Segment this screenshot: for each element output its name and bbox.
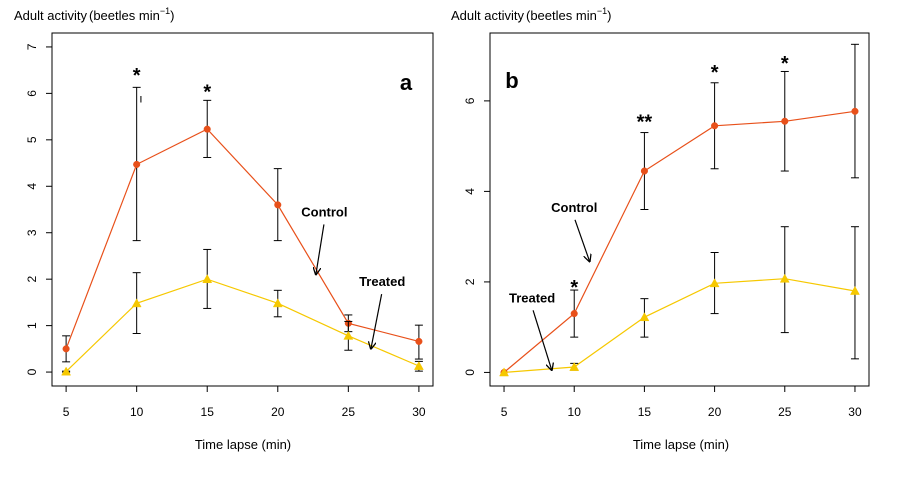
- treated-point: [131, 298, 142, 308]
- y-tick-label: 3: [25, 229, 39, 236]
- treated-point: [499, 367, 509, 377]
- treated-series-line: [503, 278, 856, 373]
- x-tick-label: 15: [201, 405, 215, 419]
- control-series-line: [65, 128, 420, 350]
- panel-b-plot-frame: [489, 32, 870, 387]
- control-point: [640, 167, 648, 175]
- y-tick-label: 0: [463, 369, 477, 376]
- x-tick-label: 10: [130, 405, 144, 419]
- significance-marker: *: [570, 277, 578, 299]
- control-point: [133, 160, 141, 168]
- y-tick-label: 2: [25, 276, 39, 283]
- annotation-arrow: [316, 224, 325, 274]
- x-tick-label: 20: [708, 405, 722, 419]
- control-point: [711, 122, 719, 130]
- annotation-label: Control: [301, 204, 347, 219]
- control-point: [62, 345, 70, 353]
- y-tick-label: 4: [25, 183, 39, 190]
- panel-a: Adult activity (beetles min−1) 5 10 15 20 25 3…: [14, 6, 434, 452]
- control-series-line: [503, 110, 856, 373]
- y-tick-label: 4: [463, 188, 477, 195]
- x-tick-label: 20: [271, 405, 285, 419]
- annotation-label: Control: [551, 200, 597, 215]
- x-tick-label: 5: [63, 405, 70, 419]
- treated-point: [709, 278, 720, 288]
- annotation-arrow: [371, 294, 383, 349]
- x-tick-label: 30: [412, 405, 426, 419]
- annotation-label: Treated: [509, 290, 555, 305]
- stray-mark: ı: [139, 92, 142, 106]
- treated-point: [272, 298, 283, 308]
- panel-b-xlabel: Time lapse (min): [633, 437, 729, 452]
- panel-a-ylabel-unit-exponent: −1: [160, 6, 170, 16]
- significance-marker: **: [637, 112, 653, 134]
- annotation-arrow: [532, 310, 552, 370]
- treated-point: [569, 361, 580, 371]
- panel-a-letter: a: [400, 70, 413, 95]
- control-point: [415, 337, 423, 345]
- panel-b-ylabel-unit-exponent: −1: [597, 6, 607, 16]
- panel-b-ticks: 5 10 15 20 25 30 0 2 4 6: [463, 97, 862, 419]
- y-tick-label: 6: [25, 90, 39, 97]
- significance-marker: *: [711, 62, 719, 84]
- treated-point: [413, 361, 424, 370]
- y-tick-label: 6: [463, 97, 477, 104]
- x-tick-label: 5: [501, 405, 508, 419]
- treated-point: [639, 312, 650, 322]
- panel-a-ylabel-close-paren: ): [170, 8, 174, 23]
- panel-a-ticks: 5 10 15 20 25 30 0 1 2 3 4 5 6 7: [25, 43, 426, 419]
- panel-a-ylabel-unit: beetles min: [93, 8, 159, 23]
- annotation-label: Treated: [359, 274, 405, 289]
- panel-a-xlabel: Time lapse (min): [195, 437, 291, 452]
- treated-point: [850, 285, 860, 295]
- x-tick-label: 25: [778, 405, 792, 419]
- x-tick-label: 25: [342, 405, 356, 419]
- significance-marker: *: [133, 65, 141, 87]
- panel-a-ylabel: Adult activity (beetles min−1): [14, 6, 174, 23]
- panel-b-ylabel-close-paren: ): [607, 8, 611, 23]
- significance-marker: *: [203, 81, 211, 103]
- y-tick-label: 1: [25, 322, 39, 329]
- panel-a-plot-area: * * Control Treated ı: [61, 65, 424, 376]
- panel-b-ylabel-open-paren: (: [526, 8, 531, 23]
- control-point: [570, 310, 578, 318]
- treated-series-line: [65, 278, 420, 373]
- control-point: [274, 201, 282, 209]
- panel-b-ylabel-unit: beetles min: [530, 8, 596, 23]
- control-point: [781, 117, 789, 125]
- panel-a-plot-frame: [51, 32, 434, 387]
- y-tick-label: 2: [463, 278, 477, 285]
- treated-point: [779, 273, 790, 283]
- control-point: [851, 107, 859, 115]
- panel-a-ylabel-open-paren: (: [89, 8, 94, 23]
- panel-b-letter: b: [505, 68, 518, 93]
- treated-point: [343, 330, 354, 340]
- x-tick-label: 10: [568, 405, 582, 419]
- annotation-arrow: [574, 219, 590, 262]
- y-tick-label: 7: [25, 43, 39, 50]
- treated-point: [61, 366, 72, 376]
- treated-point: [202, 274, 213, 284]
- y-tick-label: 5: [25, 136, 39, 143]
- x-tick-label: 15: [638, 405, 652, 419]
- panel-b-ylabel: Adult activity (beetles min−1): [451, 6, 611, 23]
- panel-a-ylabel-text: Adult activity: [14, 8, 87, 23]
- panel-b: Adult activity (beetles min−1) 5 10 15 20 25 3…: [451, 6, 870, 452]
- significance-marker: *: [781, 53, 789, 75]
- y-tick-label: 0: [25, 368, 39, 375]
- panel-b-ylabel-text: Adult activity: [451, 8, 524, 23]
- control-point: [203, 125, 211, 133]
- x-tick-label: 30: [848, 405, 862, 419]
